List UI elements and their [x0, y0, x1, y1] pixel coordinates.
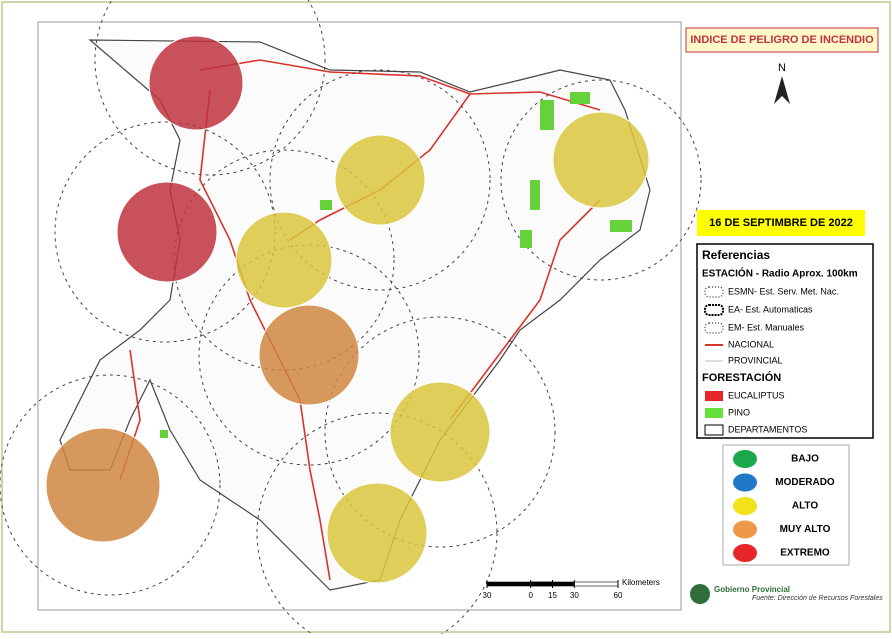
level-swatch — [733, 520, 757, 539]
level-swatch — [733, 450, 757, 468]
level-label: MODERADO — [775, 477, 835, 488]
title: INDICE DE PELIGRO DE INCENDIO — [690, 34, 874, 46]
level-swatch — [733, 473, 757, 492]
forest-heading: FORESTACIÓN — [702, 371, 781, 384]
gov-logo — [690, 584, 710, 604]
station-label: EM- Est. Manuales — [728, 322, 805, 332]
source-note: Fuente: Dirección de Recursos Forestales — [752, 595, 883, 602]
scale-label: 60 — [614, 591, 623, 600]
forest-label: DEPARTAMENTOS — [728, 424, 807, 434]
level-swatch — [733, 544, 757, 562]
level-swatch — [733, 497, 757, 515]
scale-label: 30 — [483, 591, 492, 600]
legend-items: ESMN- Est. Serv. Met. Nac. EA- Est. Autom… — [704, 286, 839, 436]
forest-symbol — [704, 424, 724, 436]
forest-label: PINO — [728, 407, 750, 417]
forest-symbol — [705, 391, 723, 401]
title-box — [685, 27, 879, 53]
pine-areas — [160, 92, 632, 438]
station-label: EA- Est. Automaticas — [728, 304, 813, 314]
scale-label: 15 — [548, 591, 557, 600]
scale-segment — [574, 581, 619, 587]
forest-label: EUCALIPTUS — [728, 390, 785, 400]
levels: BAJO MODERADO ALTO MUY ALTO EXTREMO — [733, 450, 835, 562]
level-label: ALTO — [792, 501, 819, 512]
road-label: PROVINCIAL — [728, 355, 783, 365]
north-label: N — [778, 62, 786, 74]
scale-unit: Kilometers — [622, 578, 660, 587]
scale-label: 30 — [570, 591, 579, 600]
date-box — [697, 210, 865, 236]
station-label: ESMN- Est. Serv. Met. Nac. — [728, 286, 839, 296]
forest-symbol — [705, 408, 723, 418]
station-symbol — [704, 304, 724, 316]
scale-label: 0 — [528, 591, 533, 600]
road-label: NACIONAL — [728, 339, 774, 349]
level-label: BAJO — [791, 454, 819, 465]
legend-heading: Referencias — [702, 248, 770, 262]
level-label: MUY ALTO — [780, 524, 831, 535]
level-label: EXTREMO — [780, 548, 830, 559]
north-arrow — [774, 76, 790, 104]
scale-bar: 30 15 0 30 60 Kilometers — [483, 578, 660, 600]
legend-box — [696, 243, 874, 439]
map — [0, 0, 702, 639]
station-heading: ESTACIÓN - Radio Aprox. 100km — [702, 267, 858, 280]
source-org: Gobierno Provincial — [714, 585, 790, 594]
date: 16 DE SEPTIMBRE DE 2022 — [709, 217, 853, 229]
risk-circles — [45, 35, 650, 584]
